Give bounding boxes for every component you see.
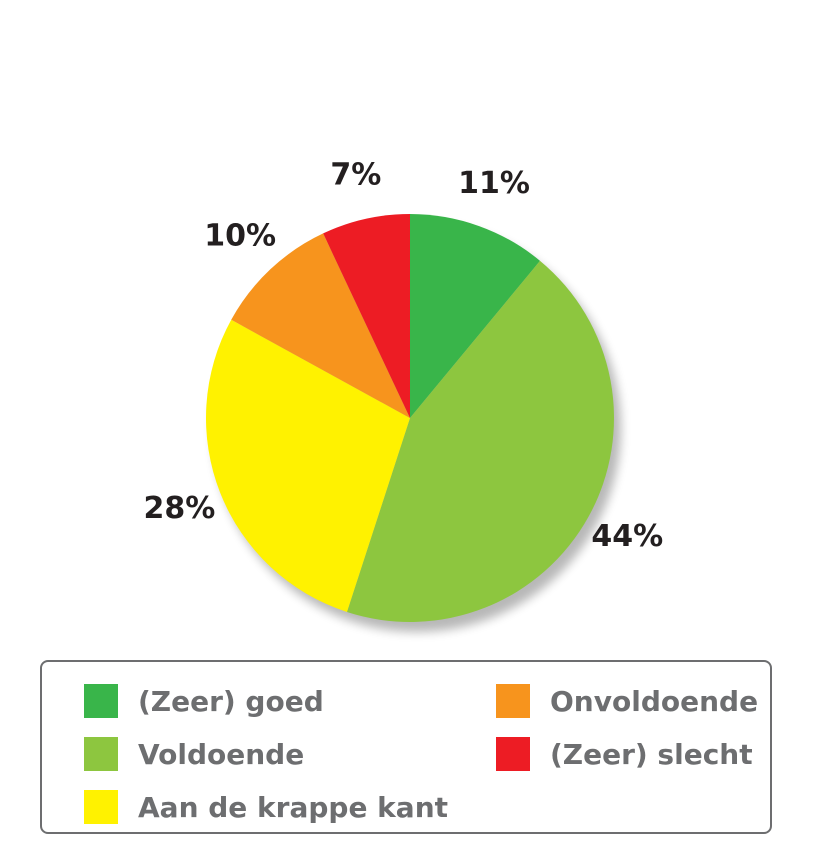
pie-slice-2 <box>205 319 410 613</box>
legend-label: Onvoldoende <box>550 684 759 718</box>
slice-value-label-1: 44% <box>591 519 663 554</box>
slice-value-label-3: 10% <box>204 219 276 254</box>
slice-value-label-2: 28% <box>143 491 215 526</box>
pie-slice-0 <box>410 214 541 418</box>
legend-swatch <box>84 684 118 718</box>
legend: (Zeer) goed Onvoldoende Voldoende (Zeer)… <box>40 660 772 834</box>
pie-chart: 11% 44% 28% 10% 7% <box>143 158 663 632</box>
legend-swatch <box>84 737 118 771</box>
pie-slice-1 <box>346 260 614 623</box>
legend-item-zeer-goed: (Zeer) goed <box>84 684 324 718</box>
slice-value-label-0: 11% <box>458 166 530 201</box>
legend-item-aan-de-krappe-kant: Aan de krappe kant <box>84 790 448 824</box>
legend-label: (Zeer) goed <box>138 684 324 718</box>
slice-value-label-4: 7% <box>330 158 381 193</box>
legend-label: (Zeer) slecht <box>550 737 753 771</box>
legend-swatch <box>496 684 530 718</box>
legend-label: Aan de krappe kant <box>138 790 449 824</box>
legend-label: Voldoende <box>138 737 305 771</box>
legend-swatch <box>84 790 118 824</box>
legend-item-onvoldoende: Onvoldoende <box>496 684 758 718</box>
pie-slice-3 <box>231 233 410 418</box>
legend-item-voldoende: Voldoende <box>84 737 304 771</box>
legend-item-zeer-slecht: (Zeer) slecht <box>496 737 753 771</box>
legend-swatch <box>496 737 530 771</box>
pie-slice-4 <box>323 214 410 418</box>
